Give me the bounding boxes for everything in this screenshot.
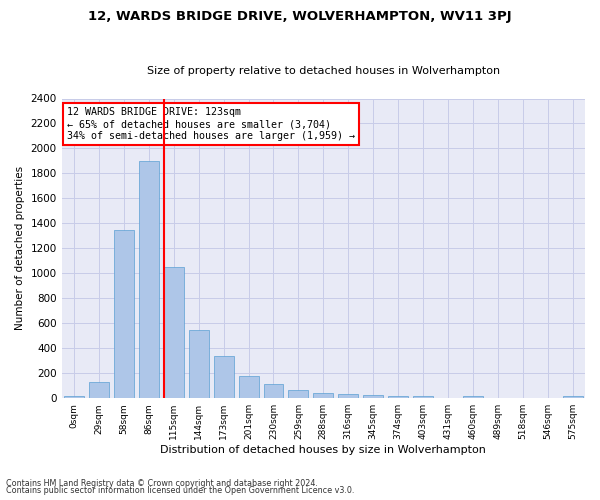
Bar <box>214 356 233 398</box>
Bar <box>114 230 134 398</box>
Bar <box>189 330 209 398</box>
Bar <box>139 161 159 398</box>
Text: Contains HM Land Registry data © Crown copyright and database right 2024.: Contains HM Land Registry data © Crown c… <box>6 478 318 488</box>
Y-axis label: Number of detached properties: Number of detached properties <box>15 166 25 330</box>
X-axis label: Distribution of detached houses by size in Wolverhampton: Distribution of detached houses by size … <box>160 445 486 455</box>
Bar <box>164 267 184 398</box>
Bar <box>64 396 84 398</box>
Bar <box>289 390 308 398</box>
Bar <box>263 384 283 398</box>
Text: 12, WARDS BRIDGE DRIVE, WOLVERHAMPTON, WV11 3PJ: 12, WARDS BRIDGE DRIVE, WOLVERHAMPTON, W… <box>88 10 512 23</box>
Bar <box>313 393 334 398</box>
Bar <box>463 396 483 398</box>
Text: Contains public sector information licensed under the Open Government Licence v3: Contains public sector information licen… <box>6 486 355 495</box>
Bar <box>338 394 358 398</box>
Bar <box>563 396 583 398</box>
Title: Size of property relative to detached houses in Wolverhampton: Size of property relative to detached ho… <box>147 66 500 76</box>
Bar <box>363 395 383 398</box>
Text: 12 WARDS BRIDGE DRIVE: 123sqm
← 65% of detached houses are smaller (3,704)
34% o: 12 WARDS BRIDGE DRIVE: 123sqm ← 65% of d… <box>67 108 355 140</box>
Bar <box>413 396 433 398</box>
Bar <box>89 382 109 398</box>
Bar <box>239 376 259 398</box>
Bar <box>388 396 408 398</box>
